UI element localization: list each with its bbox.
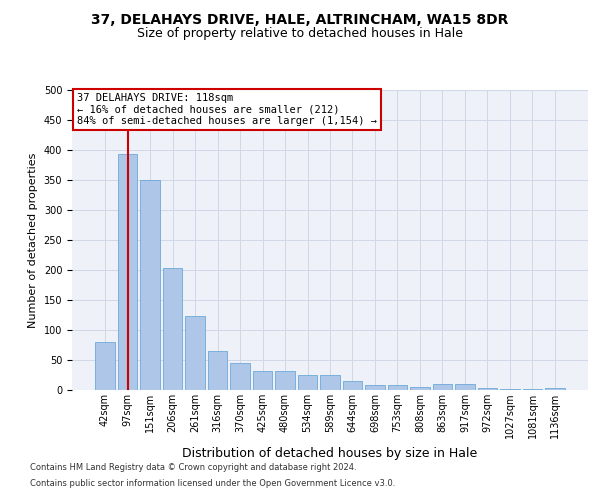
Bar: [253, 371, 272, 390]
Bar: [320, 375, 340, 390]
Bar: [433, 384, 452, 390]
Bar: [163, 268, 182, 390]
Bar: [455, 384, 475, 390]
Text: 37, DELAHAYS DRIVE, HALE, ALTRINCHAM, WA15 8DR: 37, DELAHAYS DRIVE, HALE, ALTRINCHAM, WA…: [91, 12, 509, 26]
Text: Contains HM Land Registry data © Crown copyright and database right 2024.: Contains HM Land Registry data © Crown c…: [30, 464, 356, 472]
Bar: [388, 385, 407, 390]
Bar: [185, 316, 205, 390]
Y-axis label: Number of detached properties: Number of detached properties: [28, 152, 38, 328]
Bar: [478, 388, 497, 390]
Bar: [365, 385, 385, 390]
X-axis label: Distribution of detached houses by size in Hale: Distribution of detached houses by size …: [182, 446, 478, 460]
Bar: [410, 387, 430, 390]
Text: 37 DELAHAYS DRIVE: 118sqm
← 16% of detached houses are smaller (212)
84% of semi: 37 DELAHAYS DRIVE: 118sqm ← 16% of detac…: [77, 93, 377, 126]
Bar: [298, 375, 317, 390]
Bar: [343, 381, 362, 390]
Bar: [140, 180, 160, 390]
Bar: [275, 371, 295, 390]
Bar: [545, 388, 565, 390]
Bar: [500, 389, 520, 390]
Bar: [230, 363, 250, 390]
Text: Size of property relative to detached houses in Hale: Size of property relative to detached ho…: [137, 28, 463, 40]
Bar: [118, 154, 137, 390]
Bar: [208, 351, 227, 390]
Bar: [95, 342, 115, 390]
Bar: [523, 389, 542, 390]
Text: Contains public sector information licensed under the Open Government Licence v3: Contains public sector information licen…: [30, 478, 395, 488]
